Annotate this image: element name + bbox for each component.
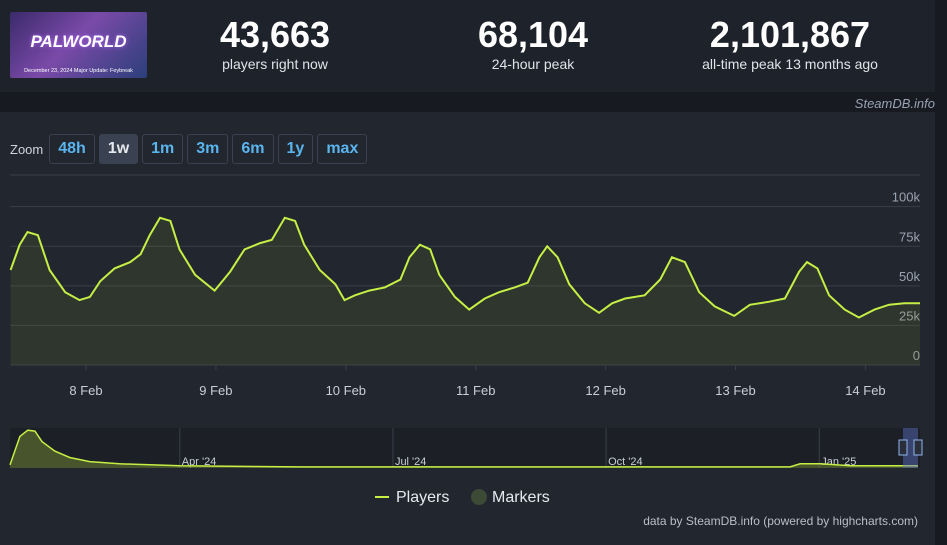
stat-label: 24-hour peak xyxy=(491,56,575,72)
area-fill xyxy=(10,217,921,365)
x-tick-label: Oct '24 xyxy=(608,456,643,468)
game-banner[interactable]: PALWORLD December 23, 2024 Major Update:… xyxy=(10,12,147,78)
zoom-button[interactable]: 6m xyxy=(232,134,274,164)
x-tick-label: 10 Feb xyxy=(326,383,366,398)
stat: 2,101,867 all-time peak 13 months ago xyxy=(660,14,920,72)
zoom-bar: Zoom 48h 1w 1m 3m 6m 1y max xyxy=(10,134,368,164)
stat: 68,104 24-hour peak xyxy=(403,14,663,72)
x-tick-label: Apr '24 xyxy=(182,456,217,468)
banner-caption: December 23, 2024 Major Update: Feybreak xyxy=(24,68,133,74)
x-tick-label: 9 Feb xyxy=(199,383,232,398)
y-tick-label: 75k xyxy=(899,229,920,244)
navigator-handle xyxy=(913,439,923,456)
x-tick-label: Jul '24 xyxy=(395,456,426,468)
x-tick-label: 13 Feb xyxy=(715,383,755,398)
zoom-button[interactable]: max xyxy=(317,134,368,164)
credits: data by SteamDB.info (powered by highcha… xyxy=(643,514,918,528)
x-tick-label: 11 Feb xyxy=(456,383,496,398)
chart-panel: Zoom 48h 1w 1m 3m 6m 1y max Players Markers dat… xyxy=(0,112,935,545)
zoom-button[interactable]: 1m xyxy=(142,134,184,164)
x-tick-label: 12 Feb xyxy=(585,383,625,398)
chart: Players Markers data by SteamDB.info (po… xyxy=(9,174,923,528)
series-line xyxy=(9,429,918,468)
legend-label[interactable]: Markers xyxy=(492,489,550,506)
navigator-window xyxy=(903,428,918,468)
game-title: PALWORLD xyxy=(30,32,127,51)
y-tick-label: 50k xyxy=(899,269,920,284)
y-tick-label: 25k xyxy=(899,308,920,323)
navigator-handle xyxy=(898,439,908,456)
zoom-button[interactable]: 48h xyxy=(49,134,95,164)
y-tick-label: 0 xyxy=(913,348,920,363)
zoom-button[interactable]: 1y xyxy=(277,134,314,164)
stat-label: all-time peak 13 months ago xyxy=(702,56,878,72)
zoom-button[interactable]: 3m xyxy=(187,134,229,164)
stat-value: 68,104 xyxy=(477,14,589,55)
x-tick-label: 14 Feb xyxy=(845,383,885,398)
navigator-bg xyxy=(10,428,920,468)
series-line xyxy=(9,216,920,319)
stat-label: players right now xyxy=(222,56,328,72)
legend-label[interactable]: Players xyxy=(396,489,449,506)
stat: 43,663 players right now xyxy=(145,14,405,72)
source[interactable]: SteamDB.info xyxy=(854,96,935,111)
zoom-label: Zoom xyxy=(10,141,44,157)
zoom-button[interactable]: 1w xyxy=(98,134,139,164)
x-tick-label: 8 Feb xyxy=(69,383,102,398)
stat-value: 2,101,867 xyxy=(709,14,871,55)
header: PALWORLD December 23, 2024 Major Update:… xyxy=(0,0,935,92)
area-fill xyxy=(10,430,918,468)
stat-value: 43,663 xyxy=(219,14,331,55)
legend-marker xyxy=(471,489,487,505)
y-tick-label: 100k xyxy=(892,190,921,205)
